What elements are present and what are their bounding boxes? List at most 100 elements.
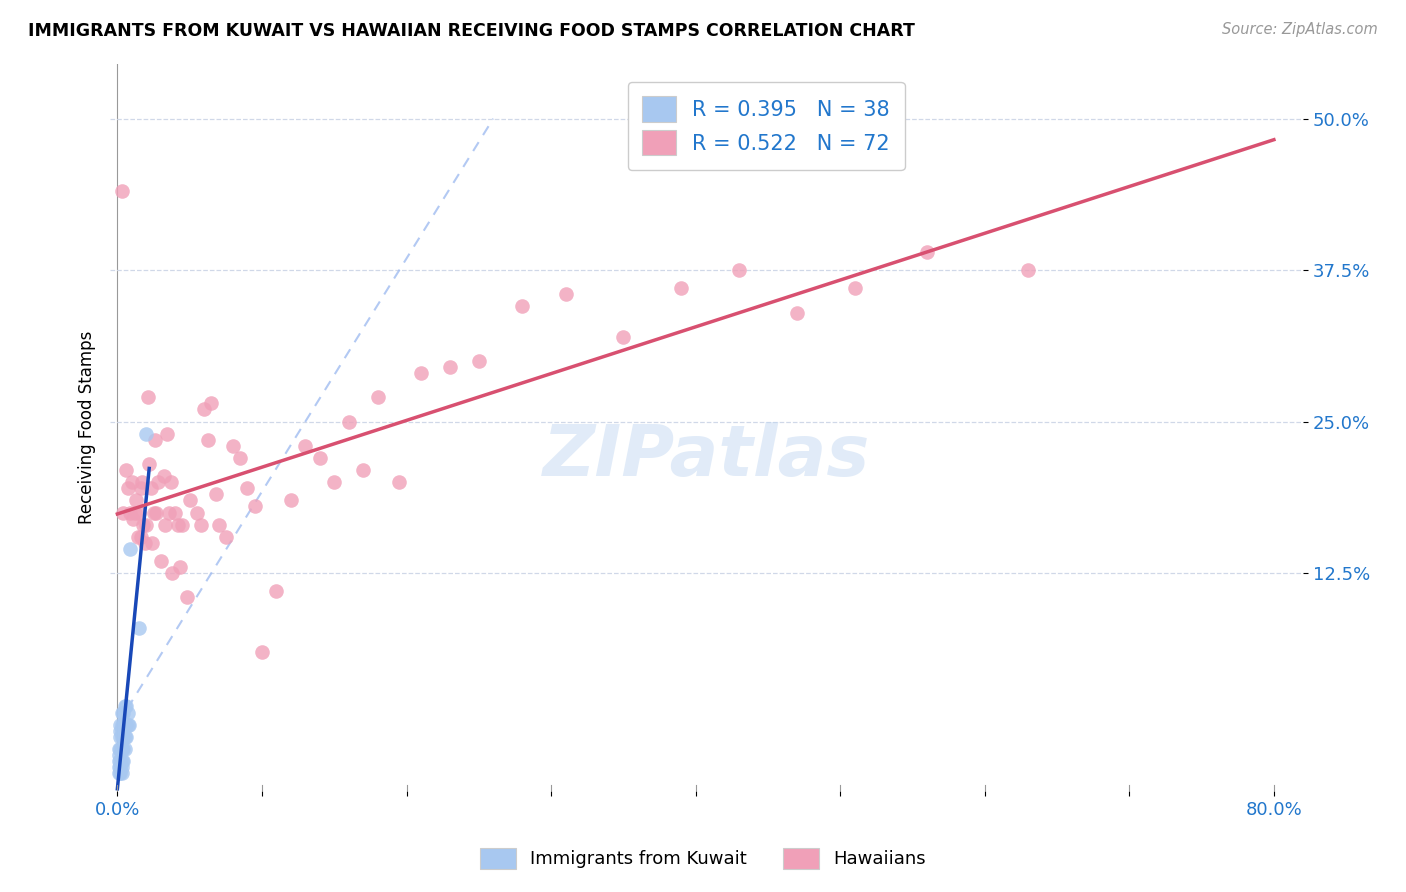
Point (129, 481, 152, 495)
Point (110, 742, 132, 756)
Point (1017, 263, 1039, 277)
Point (110, 730, 132, 744)
Point (131, 475, 153, 490)
Point (207, 517, 229, 532)
Point (243, 500, 266, 514)
Point (152, 469, 174, 483)
Text: ZIPatlas: ZIPatlas (543, 422, 870, 491)
Point (159, 506, 181, 520)
Point (112, 730, 135, 744)
Point (138, 457, 160, 471)
Point (114, 742, 136, 756)
Point (129, 530, 152, 544)
Point (439, 360, 461, 375)
Point (236, 481, 259, 495)
Point (915, 244, 938, 259)
Point (844, 281, 866, 295)
Point (111, 730, 134, 744)
Point (136, 390, 159, 404)
Point (111, 706, 134, 720)
Point (114, 730, 136, 744)
Point (294, 439, 316, 453)
Point (111, 717, 134, 731)
Point (167, 517, 190, 532)
Point (127, 530, 149, 544)
Point (134, 536, 156, 550)
Point (510, 300, 533, 314)
Point (169, 560, 191, 574)
Point (280, 493, 302, 508)
Point (112, 717, 135, 731)
Point (728, 263, 751, 277)
Point (554, 287, 576, 301)
Point (111, 742, 134, 756)
Point (197, 433, 219, 447)
Point (125, 493, 148, 508)
Point (409, 366, 432, 380)
Point (176, 591, 198, 605)
Point (172, 517, 194, 532)
Point (111, 184, 134, 198)
Point (108, 754, 131, 768)
Point (323, 475, 346, 490)
Point (786, 305, 808, 319)
Point (111, 766, 134, 780)
Point (200, 396, 222, 410)
Point (229, 450, 252, 465)
Legend: R = 0.395   N = 38, R = 0.522   N = 72: R = 0.395 N = 38, R = 0.522 N = 72 (627, 82, 904, 170)
Point (108, 747, 131, 762)
Point (266, 584, 288, 599)
Point (124, 506, 146, 520)
Point (128, 506, 150, 520)
Point (108, 760, 131, 774)
Point (162, 566, 184, 581)
Y-axis label: Receiving Food Stamps: Receiving Food Stamps (79, 331, 96, 524)
Point (120, 506, 142, 520)
Legend: Immigrants from Kuwait, Hawaiians: Immigrants from Kuwait, Hawaiians (472, 840, 934, 876)
Point (110, 766, 132, 780)
Point (155, 426, 177, 441)
Point (112, 706, 135, 720)
Point (108, 742, 131, 756)
Point (110, 717, 132, 731)
Point (612, 330, 634, 344)
Point (110, 760, 132, 774)
Point (468, 354, 491, 368)
Point (388, 475, 411, 490)
Point (222, 439, 245, 453)
Point (115, 699, 138, 714)
Point (112, 742, 135, 756)
Point (141, 536, 163, 550)
Point (120, 541, 142, 556)
Point (186, 506, 208, 520)
Point (367, 390, 389, 404)
Point (669, 281, 692, 295)
Point (142, 506, 165, 520)
Point (118, 717, 141, 731)
Point (117, 717, 139, 731)
Point (145, 506, 167, 520)
Point (153, 517, 176, 532)
Point (128, 621, 150, 635)
Point (308, 450, 330, 465)
Point (114, 699, 136, 714)
Point (112, 754, 135, 768)
Point (110, 723, 132, 738)
Point (108, 766, 131, 780)
Point (160, 475, 183, 490)
Point (149, 554, 172, 568)
Point (143, 433, 166, 447)
Point (215, 530, 238, 544)
Point (122, 511, 145, 525)
Point (250, 645, 273, 659)
Point (204, 487, 226, 501)
Point (115, 717, 138, 731)
Point (146, 475, 169, 490)
Text: Source: ZipAtlas.com: Source: ZipAtlas.com (1222, 22, 1378, 37)
Point (132, 517, 155, 532)
Point (121, 475, 143, 490)
Point (190, 517, 212, 532)
Point (115, 730, 138, 744)
Point (193, 402, 215, 417)
Point (115, 463, 138, 477)
